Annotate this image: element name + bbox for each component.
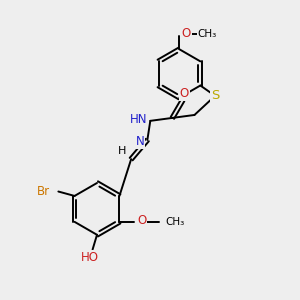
- Text: N: N: [136, 135, 144, 148]
- Text: CH₃: CH₃: [165, 217, 184, 227]
- Text: O: O: [137, 214, 146, 227]
- Text: CH₃: CH₃: [198, 29, 217, 39]
- Text: O: O: [179, 87, 189, 100]
- Text: HO: HO: [81, 251, 99, 264]
- Text: Br: Br: [37, 185, 50, 198]
- Text: HN: HN: [130, 113, 147, 126]
- Text: H: H: [118, 146, 126, 156]
- Text: O: O: [182, 27, 191, 40]
- Text: S: S: [211, 89, 219, 102]
